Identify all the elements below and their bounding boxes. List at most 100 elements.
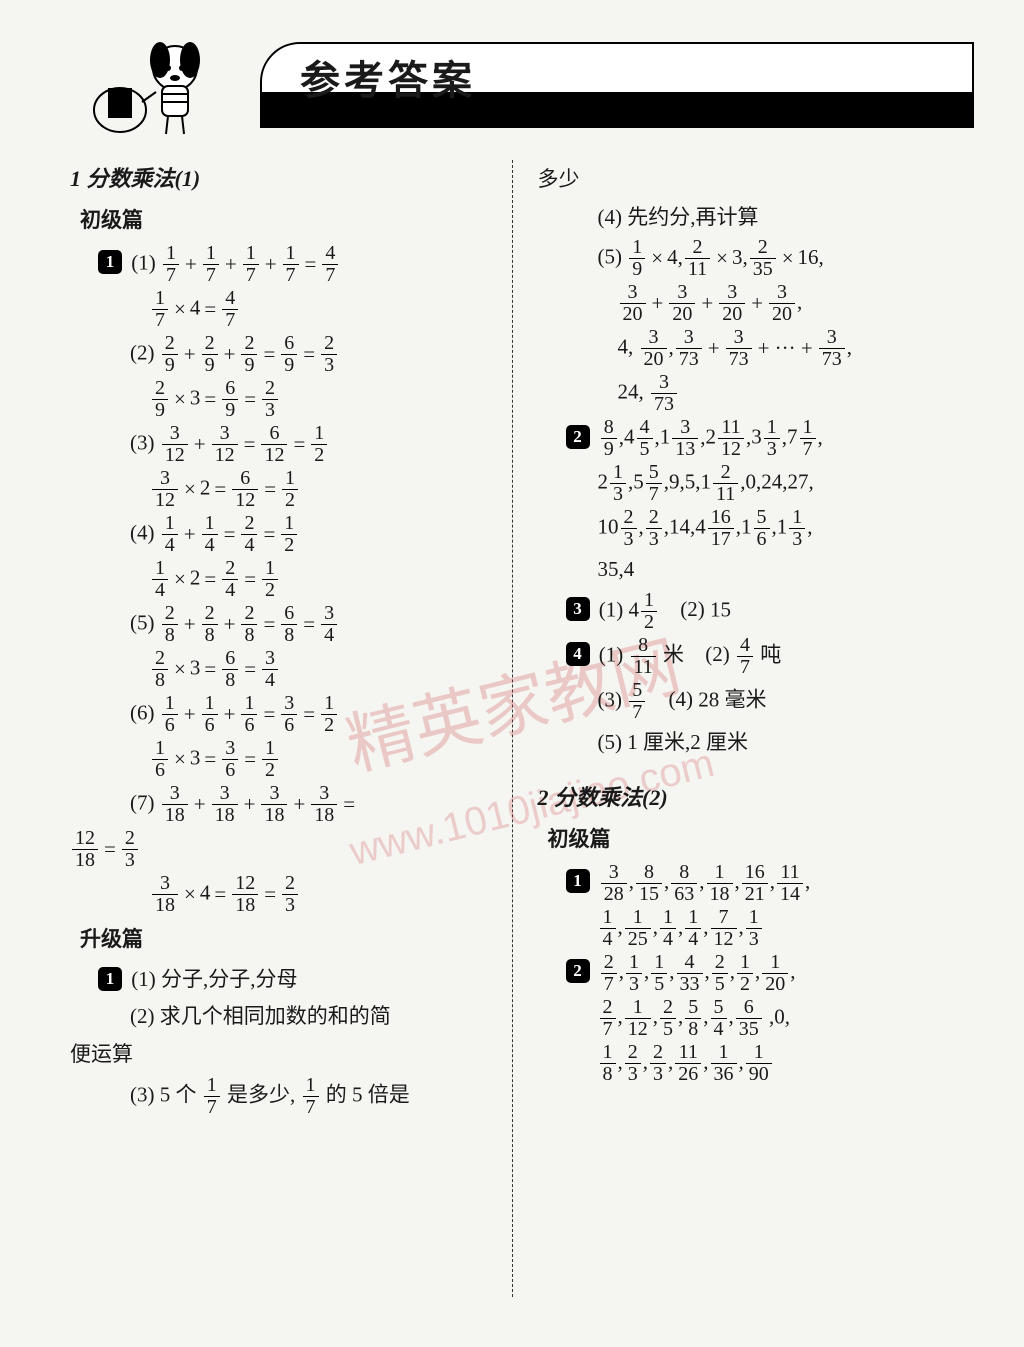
question-number: 4 — [566, 642, 590, 666]
level-label: 初级篇 — [80, 203, 502, 239]
question-row: (6) 16+16+16=36=12 — [130, 693, 502, 736]
question-row: 1 (1) 17+17+17+17=47 — [98, 243, 502, 286]
page-header: 参考答案 — [0, 0, 1024, 140]
level-label: 升级篇 — [80, 922, 502, 958]
answer-text: 28 毫米 — [698, 687, 766, 711]
section-title: 1 分数乘法(1) — [70, 160, 502, 197]
math-frac: 57 — [627, 687, 647, 711]
answer-text: 吨 — [760, 642, 781, 666]
math-expr: 27,13,15,433,25,12,120, — [599, 959, 796, 983]
level-label: 初级篇 — [548, 822, 970, 858]
item-prefix: (2) — [680, 597, 705, 621]
math-expr: 29×3=69=23 — [150, 378, 502, 421]
mascot-illustration — [80, 30, 220, 140]
math-expr: 16×3=36=12 — [150, 738, 502, 781]
question-number: 3 — [566, 597, 590, 621]
question-row: (5) 28+28+28=68=34 — [130, 603, 502, 646]
text-fragment: 是多少, — [227, 1082, 295, 1106]
answer-text: 便运算 — [70, 1037, 502, 1073]
math-frac: 811 — [629, 642, 658, 666]
question-row: 1 328,815,863,118,1621,1114, — [566, 862, 970, 905]
answer-text: (3) 5 个 17 是多少, 17 的 5 倍是 — [130, 1075, 502, 1118]
math-frac: 47 — [735, 642, 755, 666]
dog-icon — [80, 30, 220, 140]
page-title: 参考答案 — [300, 48, 476, 106]
math-expr: 320+320+320+320, — [618, 282, 970, 325]
math-expr: 19×4,211×3,235×16, — [627, 245, 824, 269]
math-expr: 29+29+29=69=23 — [160, 340, 339, 364]
text-fragment: (3) 5 个 — [130, 1082, 202, 1106]
item-prefix: (4) — [669, 687, 694, 711]
question-row: 2 27,13,15,433,25,12,120, — [566, 952, 970, 995]
item-prefix: (1) — [599, 642, 624, 666]
left-column: 1 分数乘法(1) 初级篇 1 (1) 17+17+17+17=47 17×4=… — [70, 160, 520, 1307]
math-expr: 27,112,25,58,54,635 — [598, 1004, 764, 1028]
question-row: (7) 318+318+318+318= — [130, 783, 502, 826]
question-number: 2 — [566, 425, 590, 449]
math-expr: 27,112,25,58,54,635 ,0, — [598, 997, 970, 1040]
math-expr: 328,815,863,118,1621,1114, — [599, 869, 811, 893]
item-prefix: (3) — [130, 430, 155, 454]
item-prefix: (7) — [130, 790, 155, 814]
answer-text: 米 — [663, 642, 684, 666]
question-row: (5) 19×4,211×3,235×16, — [598, 237, 970, 280]
question-number: 1 — [98, 250, 122, 274]
math-frac: 373 — [649, 380, 679, 404]
item-prefix: (2) — [130, 340, 155, 364]
answer-text: (5) 1 厘米,2 厘米 — [598, 725, 970, 761]
math-expr: 17+17+17+17=47 — [161, 250, 340, 274]
math-expr: 14+14=24=12 — [160, 520, 300, 544]
math-expr: 28+28+28=68=34 — [160, 610, 339, 634]
item-prefix: (5) — [598, 245, 623, 269]
item-prefix: (5) — [130, 610, 155, 634]
text-fragment: 24, — [618, 380, 644, 404]
question-number: 1 — [98, 967, 122, 991]
math-expr: 320,373+373+ ··· +373, — [639, 335, 853, 359]
math-expr: 412 — [629, 597, 660, 621]
answer-text: 多少 — [538, 162, 970, 198]
item-prefix: (1) — [599, 597, 624, 621]
math-expr: 213,557,9,5,1211,0,24,27, — [598, 462, 970, 505]
math-expr: 318+318+318+318= — [160, 790, 359, 814]
math-expr: 14,125,14,14,712,13 — [598, 907, 970, 950]
math-expr: 312+312=612=12 — [160, 430, 330, 454]
item-prefix: (2) — [705, 642, 730, 666]
text-fragment: 4, — [618, 335, 634, 359]
question-row: 3 (1) 412 (2) 15 — [566, 590, 970, 633]
math-expr: 318×4=1218=23 — [150, 873, 502, 916]
item-prefix: (3) — [598, 687, 623, 711]
right-column: 多少 (4) 先约分,再计算 (5) 19×4,211×3,235×16, 32… — [520, 160, 970, 1307]
question-row: (3) 312+312=612=12 — [130, 423, 502, 466]
math-expr: 24, 373 — [618, 372, 970, 415]
math-expr: 4, 320,373+373+ ··· +373, — [618, 327, 970, 370]
content-area: 1 分数乘法(1) 初级篇 1 (1) 17+17+17+17=47 17×4=… — [70, 160, 969, 1307]
question-row: (3) 57 (4) 28 毫米 — [598, 680, 970, 723]
item-prefix: (6) — [130, 700, 155, 724]
text-fragment: 的 5 倍是 — [326, 1082, 410, 1106]
math-expr: 1023,23,14,41617,156,113, — [598, 507, 970, 550]
question-number: 1 — [566, 869, 590, 893]
math-frac: 17 — [301, 1082, 321, 1106]
text-fragment: ,0, — [769, 1004, 790, 1028]
question-row: (2) 29+29+29=69=23 — [130, 333, 502, 376]
question-row: 2 89,445,1313,21112,313,717, — [566, 417, 970, 460]
math-expr: 14×2=24=12 — [150, 558, 502, 601]
answer-text: 35,4 — [598, 552, 970, 588]
answer-text: (4) 先约分,再计算 — [598, 200, 970, 236]
question-row: 4 (1) 811 米 (2) 47 吨 — [566, 635, 970, 678]
item-prefix: (1) — [131, 250, 156, 274]
question-row: 1 (1) 分子,分子,分母 — [98, 962, 502, 998]
question-number: 2 — [566, 959, 590, 983]
question-row: (4) 14+14=24=12 — [130, 513, 502, 556]
math-frac: 17 — [202, 1082, 222, 1106]
section-title: 2 分数乘法(2) — [538, 779, 970, 816]
math-expr: 16+16+16=36=12 — [160, 700, 339, 724]
math-expr: 17×4=47 — [150, 288, 502, 331]
math-expr: 1218=23 — [70, 828, 502, 871]
math-expr: 312×2=612=12 — [150, 468, 502, 511]
item-prefix: (4) — [130, 520, 155, 544]
answer-text: (2) 求几个相同加数的和的简 — [130, 999, 502, 1035]
answer-text: 15 — [710, 597, 731, 621]
answer-text: (1) 分子,分子,分母 — [131, 967, 297, 991]
math-expr: 28×3=68=34 — [150, 648, 502, 691]
